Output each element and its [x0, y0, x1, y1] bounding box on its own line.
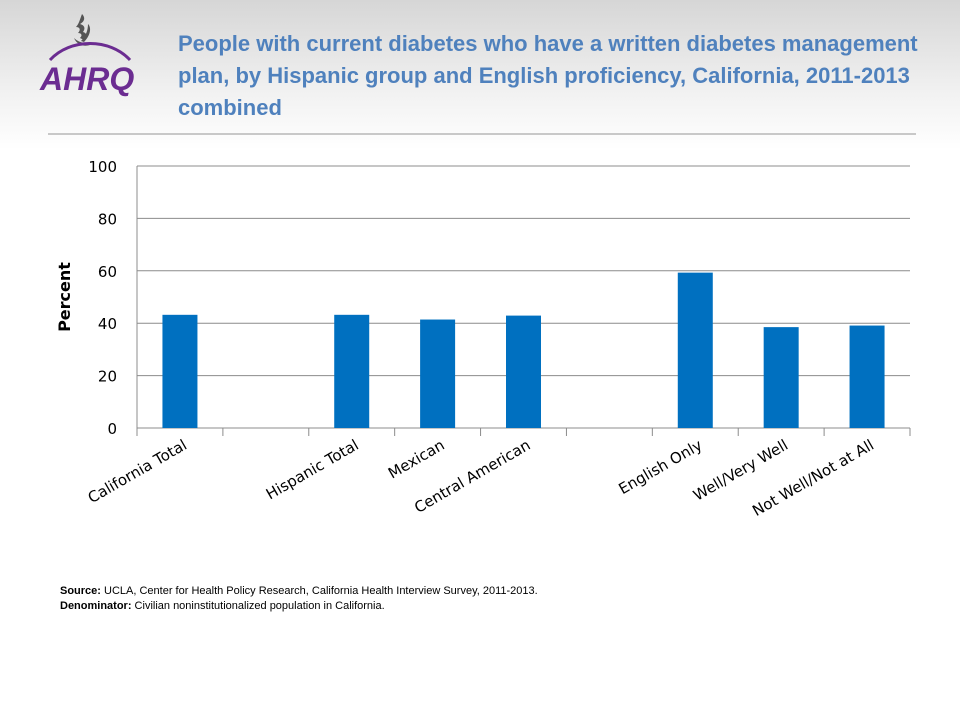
bar	[849, 325, 885, 428]
page-title: People with current diabetes who have a …	[178, 31, 918, 120]
denominator-label: Denominator:	[60, 600, 132, 612]
x-tick-label: California Total	[85, 436, 190, 507]
footnotes: Source: UCLA, Center for Health Policy R…	[60, 584, 920, 614]
y-tick-label: 60	[98, 263, 117, 281]
denominator-text: Civilian noninstitutionalized population…	[131, 600, 385, 612]
title-divider	[48, 133, 916, 135]
bar	[763, 327, 799, 428]
y-axis-title: Percent	[55, 262, 74, 332]
y-tick-label: 40	[98, 315, 117, 333]
y-tick-label: 100	[88, 158, 117, 176]
hhs-eagle-icon: AHRQ	[39, 14, 134, 97]
y-tick-label: 0	[107, 420, 117, 438]
y-tick-label: 20	[98, 368, 117, 386]
bar	[677, 272, 713, 428]
bar	[506, 315, 541, 428]
denominator-note: Denominator: Civilian noninstitutionaliz…	[60, 599, 920, 614]
bar	[420, 319, 456, 428]
source-text: UCLA, Center for Health Policy Research,…	[100, 585, 538, 597]
x-tick-label: Hispanic Total	[263, 436, 362, 503]
source-label: Source:	[60, 585, 101, 597]
logo-text: AHRQ	[39, 61, 134, 97]
bar	[162, 314, 198, 428]
y-tick-label: 80	[98, 210, 117, 228]
ahrq-logo: AHRQ	[30, 8, 145, 98]
bar	[334, 314, 370, 428]
source-note: Source: UCLA, Center for Health Policy R…	[60, 584, 920, 599]
x-tick-label: Mexican	[385, 436, 448, 483]
